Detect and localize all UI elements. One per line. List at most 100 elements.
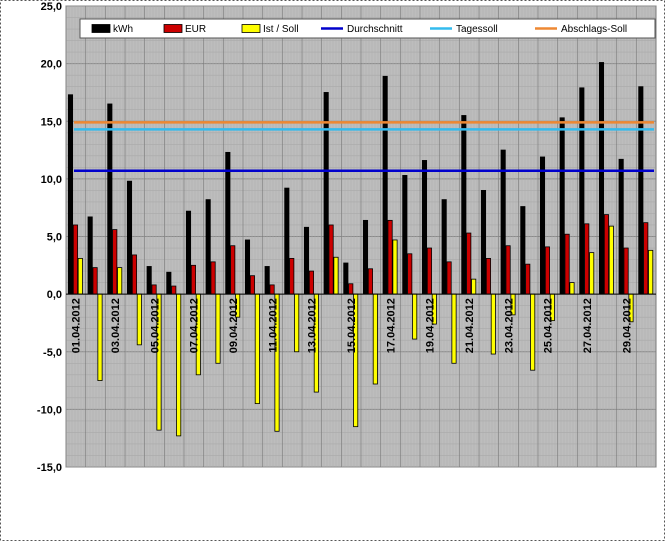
bar-kwh — [205, 199, 211, 295]
bar-ist-soll — [97, 293, 103, 381]
bar-kwh — [559, 117, 565, 295]
bar-ist-soll — [451, 293, 457, 364]
bar-eur — [190, 264, 196, 295]
bar-eur — [623, 247, 629, 295]
bar-eur — [525, 263, 531, 295]
bar-ist-soll — [372, 293, 378, 385]
bar-eur — [387, 219, 393, 295]
bar-eur — [485, 257, 491, 295]
bar-eur — [308, 270, 314, 295]
x-tick-label: 19.04.2012 — [425, 298, 437, 353]
bar-kwh — [343, 262, 349, 295]
bar-ist-soll — [589, 252, 595, 295]
x-tick-label: 13.04.2012 — [307, 298, 319, 353]
y-tick-label: 15,0 — [41, 116, 62, 128]
bar-eur — [446, 261, 452, 295]
x-tick-label: 01.04.2012 — [71, 298, 83, 353]
bar-ist-soll — [471, 278, 477, 295]
bar-eur — [112, 229, 118, 295]
legend-label: Durchschnitt — [347, 24, 403, 35]
bar-kwh — [441, 199, 447, 295]
legend-label: kWh — [113, 24, 133, 35]
legend-label: EUR — [185, 24, 206, 35]
y-tick-label: 10,0 — [41, 174, 62, 186]
bar-kwh — [303, 226, 310, 295]
x-tick-label: 29.04.2012 — [621, 298, 633, 353]
bar-eur — [131, 254, 137, 295]
bar-eur — [92, 267, 98, 295]
x-tick-label: 07.04.2012 — [189, 298, 201, 353]
bar-ist-soll — [215, 293, 221, 364]
bar-kwh — [539, 156, 546, 295]
bar-kwh — [87, 216, 93, 295]
bar-kwh — [520, 206, 526, 295]
plot-layer: 25,0 20,0 15,0 10,0 5,0 0,0 -5,0 -10,0 -15,0 01.0… — [37, 1, 657, 474]
bar-eur — [348, 283, 354, 295]
bar-eur — [171, 285, 177, 295]
bar-eur — [289, 257, 295, 295]
bar-ist-soll — [412, 293, 418, 340]
bar-eur — [249, 275, 255, 295]
bar-eur — [466, 232, 472, 295]
bar-eur — [505, 245, 511, 295]
bar-ist-soll — [77, 257, 83, 295]
x-tick-label: 21.04.2012 — [464, 298, 476, 353]
bar-eur — [328, 224, 334, 295]
legend-swatch — [163, 24, 183, 33]
bar-kwh — [67, 94, 74, 295]
y-tick-label: 0,0 — [47, 289, 62, 301]
bar-eur — [407, 253, 413, 295]
bar-ist-soll — [117, 267, 123, 295]
bar-kwh — [598, 62, 605, 295]
y-tick-label: 5,0 — [47, 232, 62, 244]
legend-swatch — [241, 24, 261, 33]
legend-box — [79, 18, 656, 39]
bar-kwh — [618, 158, 624, 295]
bar-kwh — [126, 180, 133, 295]
bar-kwh — [362, 219, 369, 295]
bar-eur — [210, 261, 216, 295]
legend-label: Abschlags-Soll — [561, 24, 627, 35]
bar-eur — [269, 284, 275, 295]
x-tick-label: 23.04.2012 — [503, 298, 515, 353]
legend-label: Tagessoll — [456, 24, 498, 35]
legend-label: Ist / Soll — [263, 24, 299, 35]
bar-kwh — [461, 115, 467, 295]
bar-kwh — [421, 160, 428, 295]
bar-kwh — [264, 266, 270, 295]
legend-swatch — [91, 24, 111, 33]
bar-kwh — [244, 239, 251, 295]
y-tick-label: 20,0 — [41, 59, 62, 71]
bar-kwh — [579, 87, 585, 295]
x-tick-label: 25.04.2012 — [543, 298, 555, 353]
bar-ist-soll — [176, 293, 182, 437]
x-tick-label: 17.04.2012 — [385, 298, 397, 353]
bar-eur — [367, 268, 373, 295]
x-tick-label: 27.04.2012 — [582, 298, 594, 353]
bar-kwh — [166, 271, 172, 295]
bar-kwh — [638, 86, 644, 295]
bar-ist-soll — [254, 293, 260, 405]
y-tick-label: -15,0 — [37, 462, 62, 474]
bar-ist-soll — [530, 293, 536, 371]
bar-eur — [564, 233, 570, 295]
x-tick-label: 05.04.2012 — [149, 298, 161, 353]
bar-ist-soll — [648, 249, 654, 295]
bar-eur — [230, 245, 236, 295]
y-tick-label: -5,0 — [43, 347, 62, 359]
x-tick-label: 15.04.2012 — [346, 298, 358, 353]
bar-ist-soll — [294, 293, 300, 353]
bar-kwh — [382, 75, 388, 295]
bar-eur — [584, 223, 590, 295]
bar-kwh — [284, 187, 290, 295]
bar-eur — [426, 247, 432, 295]
bar-kwh — [480, 189, 487, 295]
bar-ist-soll — [136, 293, 142, 346]
bar-ist-soll — [392, 239, 398, 295]
bar-kwh — [185, 210, 192, 295]
bar-eur — [72, 224, 78, 295]
y-tick-label: -10,0 — [37, 404, 62, 416]
bar-eur — [643, 222, 649, 295]
bar-ist-soll — [569, 282, 575, 295]
